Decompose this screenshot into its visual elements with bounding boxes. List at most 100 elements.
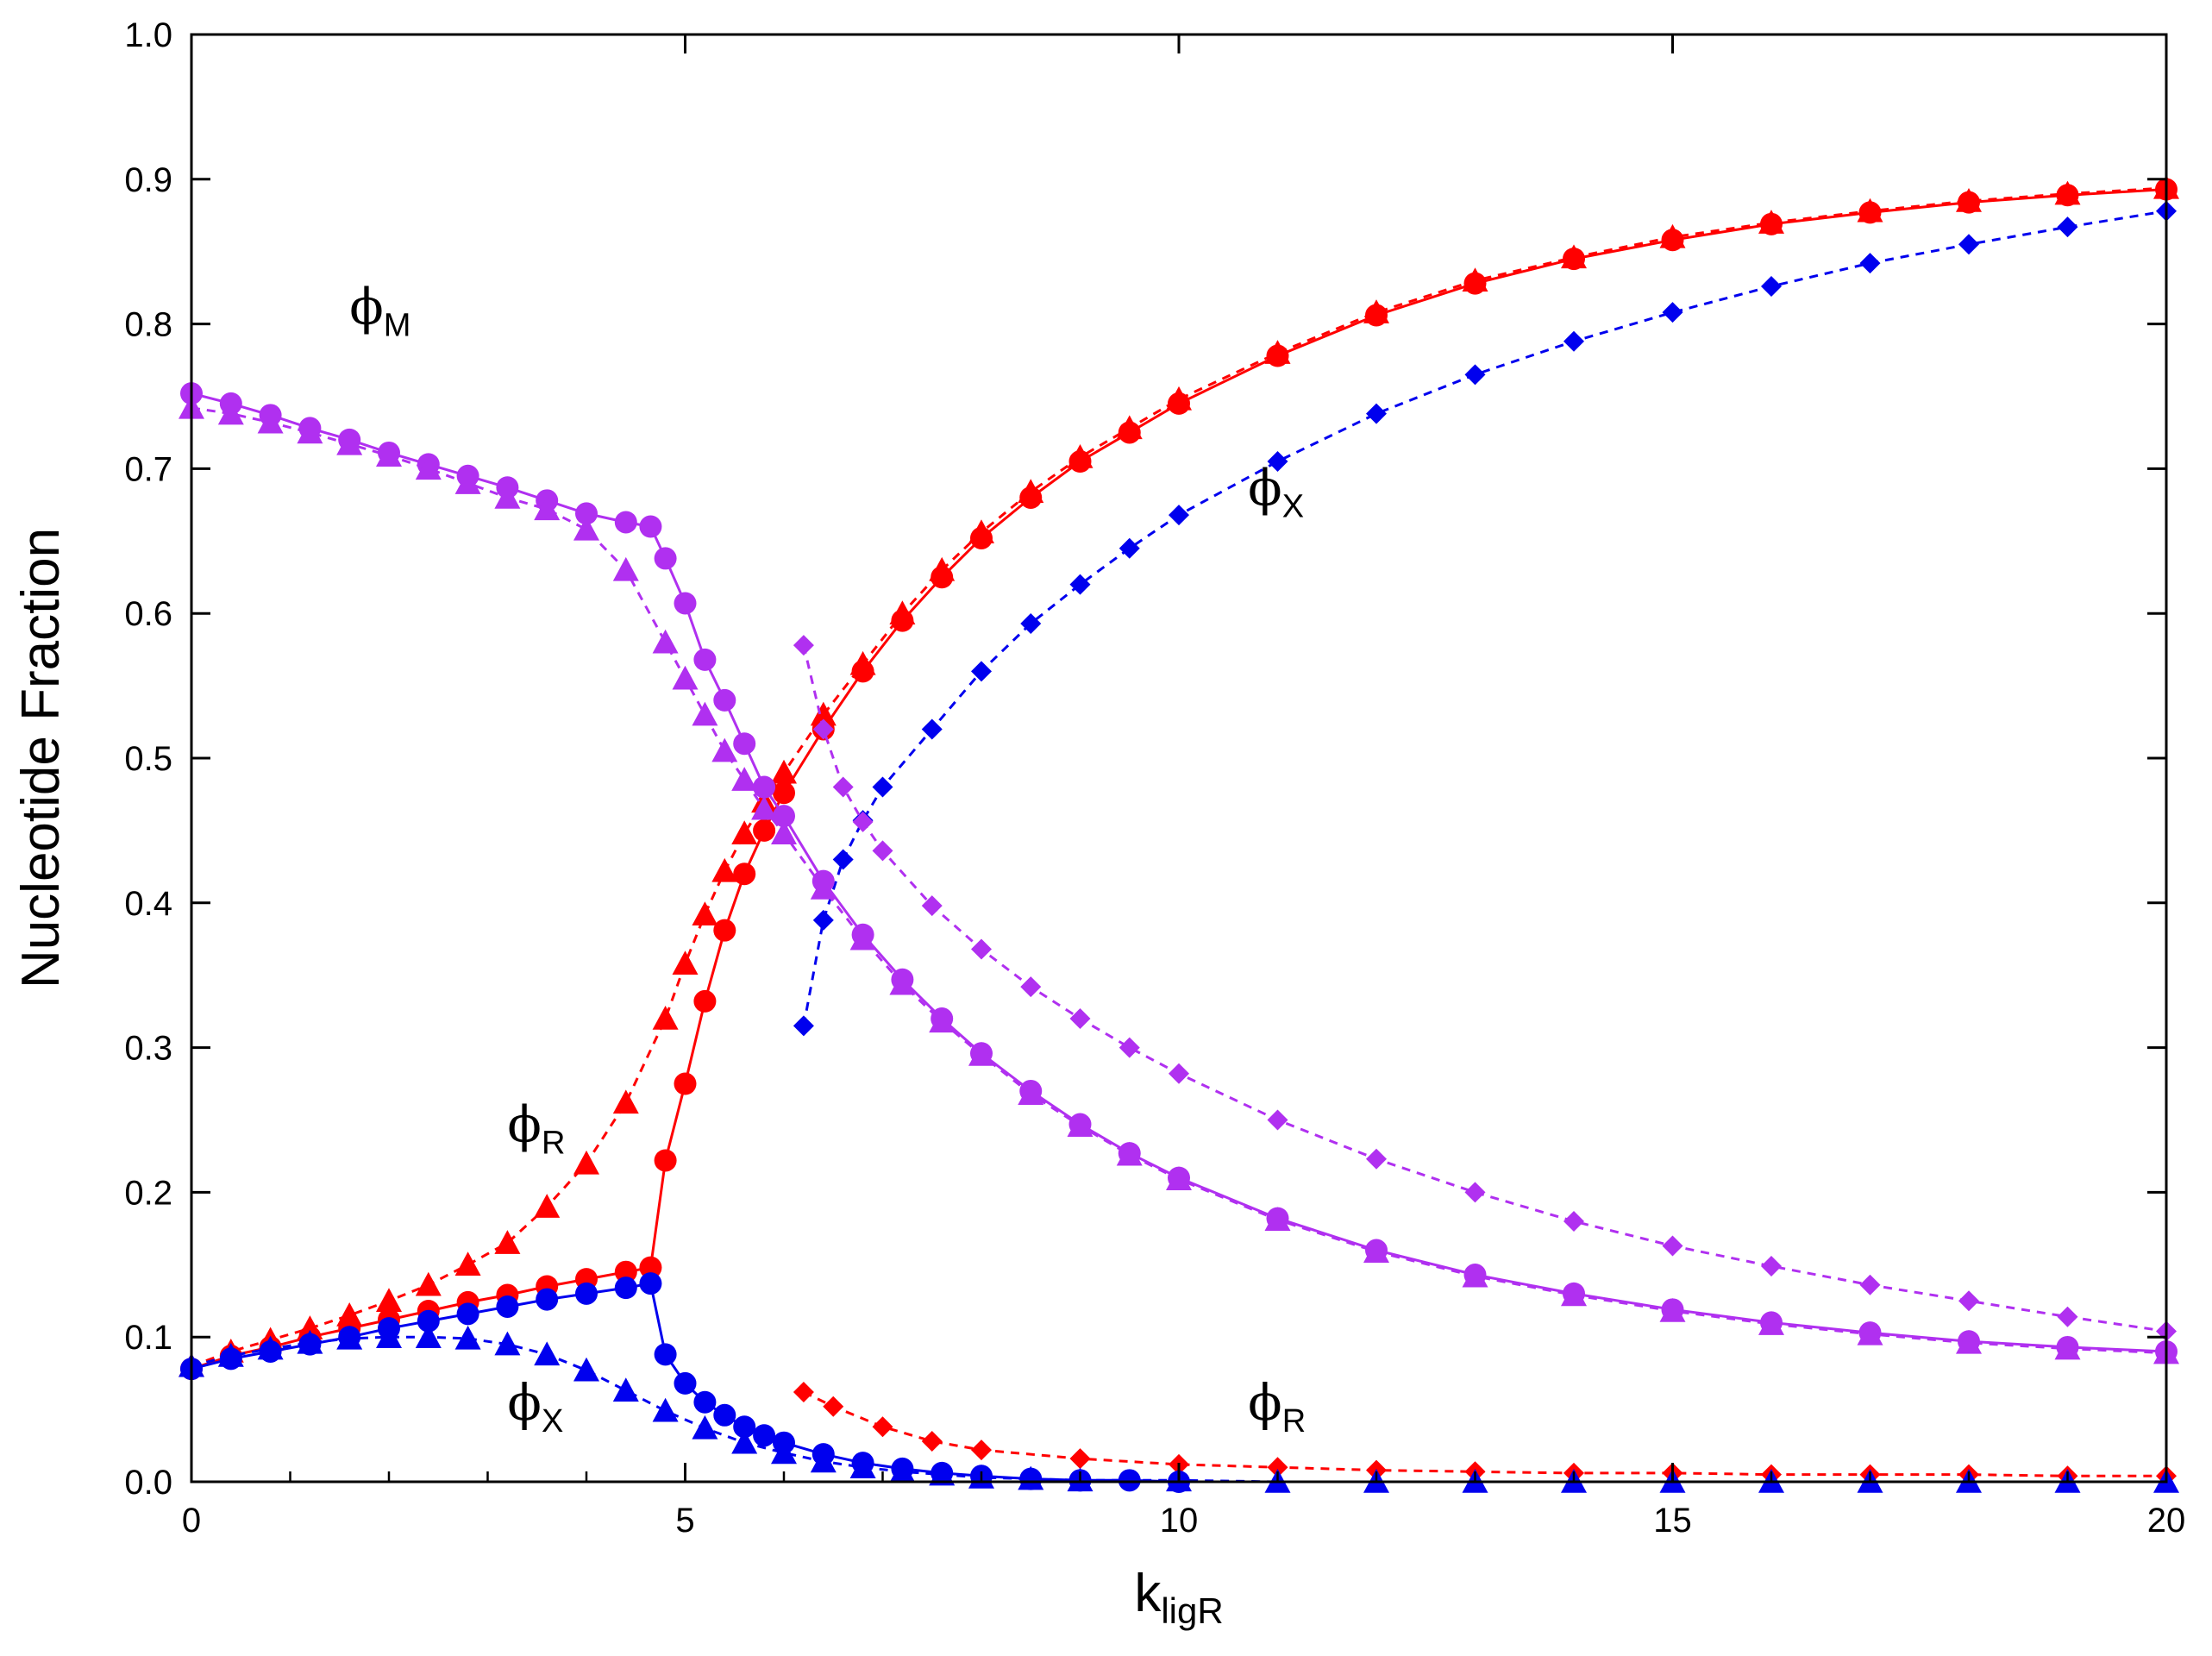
data-point-diamond [1119,1037,1140,1058]
phi-symbol: ϕ [349,278,384,336]
data-point-diamond [793,1015,814,1037]
phi-subscript: M [384,308,411,344]
data-point-triangle [889,1458,916,1484]
data-point-triangle [731,767,758,791]
data-point-circle [753,775,776,799]
data-point-triangle [771,820,797,845]
series-line [191,188,2167,1371]
series-line [191,392,2167,1353]
data-point-triangle [968,519,994,543]
data-point-diamond [2057,1306,2078,1327]
data-point-triangle [297,419,323,444]
data-point-triangle [751,795,778,820]
series-purple-triangle [179,394,2179,1364]
data-point-triangle [1956,1329,1982,1354]
data-point-triangle [2054,1335,2081,1360]
data-point-diamond [1366,1148,1387,1170]
data-point-triangle [534,1341,561,1366]
phi-label-r: ϕR [1248,1373,1306,1440]
data-point-triangle [573,516,599,541]
data-point-diamond [1069,574,1091,595]
phi-label-x: ϕX [507,1373,563,1440]
data-point-circle [639,515,662,538]
y-tick-label: 0.3 [124,1030,172,1068]
data-point-circle [693,1390,717,1414]
data-point-circle [733,862,756,886]
y-tick-label: 0.9 [124,161,172,199]
axes-layer: 0 5 10 15 20 0.0 0.1 0.2 0.3 0.4 0.5 0.6 0.7 0.8 0.9 1.… [124,16,2185,1540]
data-point-triangle [771,759,797,784]
data-point-triangle [336,430,363,455]
series-red-triangle [179,174,2179,1377]
data-point-diamond [832,776,854,798]
series-red-circle [180,178,2178,1381]
data-point-triangle [672,665,699,690]
data-point-triangle [336,1325,363,1350]
data-point-triangle [1462,267,1488,292]
y-tick-label: 1.0 [124,16,172,54]
data-point-diamond [1761,1255,1782,1276]
data-point-diamond [1859,1274,1881,1295]
y-tick-label: 0.4 [124,885,172,923]
x-axis-title-main: k [1134,1564,1162,1623]
series-line [802,210,2167,1026]
data-point-triangle [1116,415,1143,440]
data-point-triangle [376,442,402,467]
data-point-circle [536,1288,559,1311]
series-line [802,644,2167,1333]
series-blue-diamond [793,200,2177,1037]
data-point-triangle [929,1008,956,1033]
data-point-triangle [1956,187,1982,212]
phi-symbol: ϕ [507,1095,542,1154]
phi-label-m: ϕM [349,278,410,344]
data-point-triangle [1758,1311,1784,1335]
series-purple-diamond [793,635,2177,1342]
phi-symbol: ϕ [1248,458,1282,517]
y-axis-title: Nucleotide Fraction [11,528,71,988]
data-point-circle [753,819,776,842]
data-point-triangle [1561,244,1587,269]
data-point-triangle [1067,443,1093,468]
data-point-triangle [1264,340,1291,364]
phi-subscript: R [542,1126,565,1162]
data-point-circle [773,781,795,805]
phi-symbol: ϕ [1248,1373,1282,1432]
data-point-circle [733,732,756,756]
data-point-diamond [1563,330,1584,352]
data-point-circle [575,1282,598,1305]
data-point-triangle [415,1324,442,1348]
data-point-circle [639,1256,662,1279]
data-point-triangle [929,556,956,581]
data-point-triangle [1116,1141,1143,1166]
data-point-triangle [672,950,699,975]
data-point-diamond [921,895,943,917]
data-point-diamond [921,718,943,740]
data-point-triangle [1363,299,1389,323]
data-point-triangle [1018,479,1044,503]
data-point-triangle [849,1454,876,1478]
data-point-diamond [1662,302,1683,323]
data-point-triangle [1659,223,1686,248]
data-point-circle [456,1302,479,1326]
data-point-triangle [652,1397,679,1422]
data-point-diamond [1119,537,1140,559]
phi-subscript: X [542,1403,563,1440]
x-axis-title: kligR [1134,1564,1223,1631]
data-point-diamond [1366,403,1387,424]
data-point-diamond [1563,1210,1584,1232]
series-blue-circle [180,1272,1190,1493]
phi-label-r: ϕR [507,1095,565,1162]
data-point-diamond [1464,1182,1486,1203]
data-point-circle [674,1072,697,1095]
data-point-diamond [1169,1063,1189,1084]
data-point-triangle [1166,1166,1192,1191]
data-point-triangle [573,1150,599,1175]
phi-subscript: R [1282,1403,1306,1440]
data-point-diamond [1267,451,1288,473]
data-point-triangle [573,1357,599,1382]
data-point-triangle [889,600,916,624]
data-point-circle [614,1260,637,1283]
data-point-triangle [652,629,679,654]
